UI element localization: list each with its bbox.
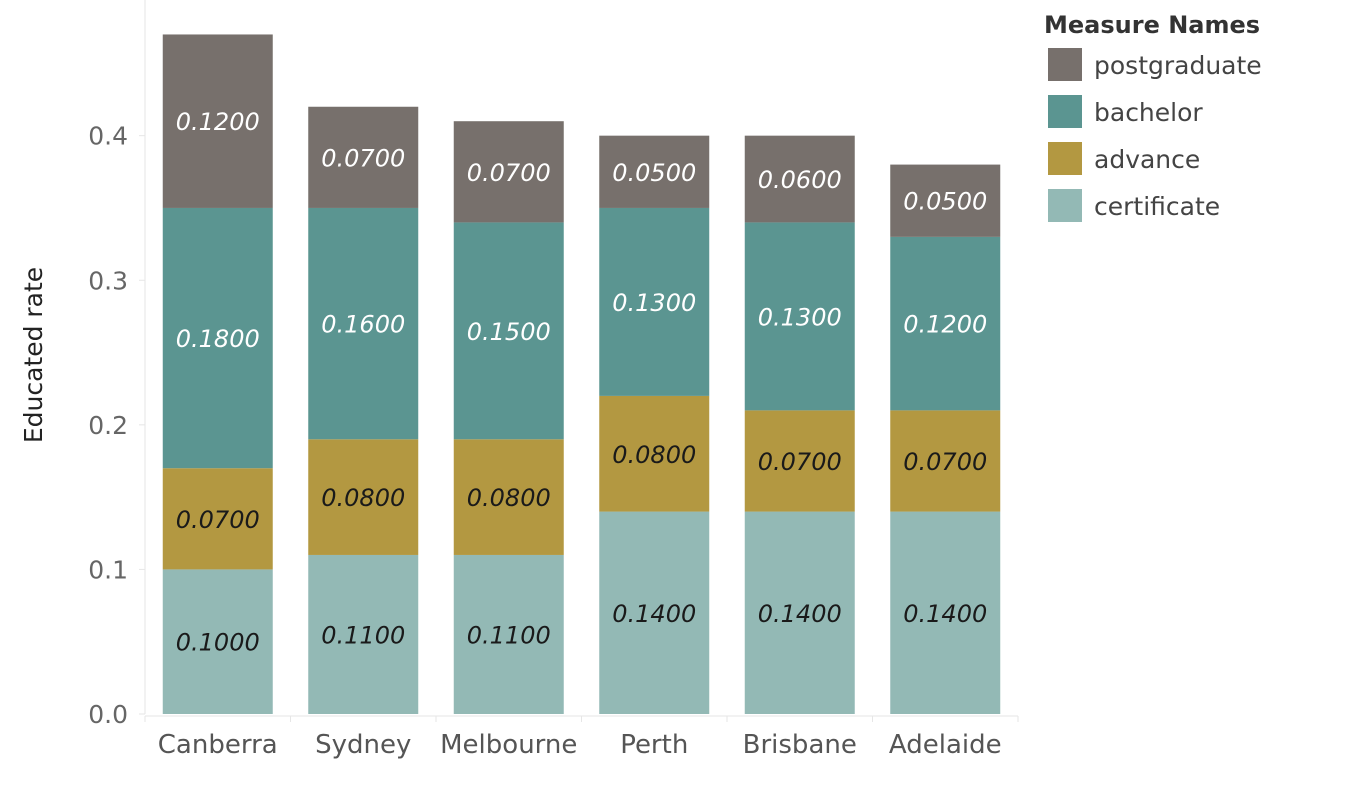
data-label-certificate: 0.1100 — [321, 621, 405, 649]
legend-swatch-certificate — [1048, 189, 1082, 222]
bar-segment-certificate — [453, 554, 564, 714]
bar-segment-certificate — [599, 511, 710, 714]
category-labels-group: Canberra Sydney Melbourne Perth Brisbane Adel… — [158, 730, 1002, 760]
data-label-bachelor: 0.1300 — [612, 289, 696, 317]
data-label-postgraduate: 0.0700 — [467, 159, 551, 187]
bar-segment-postgraduate — [453, 121, 564, 223]
data-label-bachelor: 0.1500 — [467, 318, 551, 346]
y-axis-title: Educated rate — [19, 267, 48, 443]
data-label-certificate: 0.1400 — [758, 600, 842, 628]
bar-segment-advance — [890, 410, 1001, 512]
bar-segment-advance — [162, 468, 273, 570]
data-label-certificate: 0.1400 — [612, 600, 696, 628]
data-label-postgraduate: 0.0500 — [903, 188, 987, 216]
y-tick-labels-group: 0.0 0.1 0.2 0.3 0.4 — [88, 122, 128, 729]
legend-label-certificate: certificate — [1094, 192, 1220, 221]
legend-swatch-bachelor — [1048, 95, 1082, 128]
y-tick-label: 0.4 — [88, 122, 128, 151]
bar-segment-certificate — [890, 511, 1001, 714]
bar-segment-certificate — [162, 569, 273, 714]
data-label-advance: 0.0800 — [321, 484, 405, 512]
legend-label-bachelor: bachelor — [1094, 98, 1203, 127]
bar-segment-bachelor — [453, 222, 564, 440]
axes-group — [139, 0, 1019, 722]
legend: Measure Names postgraduate bachelor advanc… — [1044, 11, 1262, 222]
legend-swatch-postgraduate — [1048, 48, 1082, 81]
y-tick-label: 0.2 — [88, 411, 128, 440]
bar-segment-bachelor — [308, 207, 419, 440]
x-category-label: Melbourne — [440, 730, 577, 760]
bar-segment-postgraduate — [162, 34, 273, 208]
y-tick-label: 0.0 — [88, 700, 128, 729]
data-label-postgraduate: 0.0700 — [321, 144, 405, 172]
data-label-bachelor: 0.1600 — [321, 311, 405, 339]
bar-segment-postgraduate — [599, 135, 710, 208]
bar-segment-bachelor — [744, 222, 855, 411]
data-label-advance: 0.0800 — [467, 484, 551, 512]
x-category-label: Perth — [620, 730, 688, 760]
x-category-label: Canberra — [158, 730, 278, 760]
bar-segment-postgraduate — [308, 106, 419, 208]
bar-segment-certificate — [308, 554, 419, 714]
legend-label-postgraduate: postgraduate — [1094, 51, 1262, 80]
y-tick-label: 0.3 — [88, 266, 128, 295]
data-label-postgraduate: 0.0600 — [758, 166, 842, 194]
bars-group — [162, 34, 1001, 714]
legend-label-advance: advance — [1094, 145, 1200, 174]
segment-labels-group: 0.1000 0.0700 0.1800 0.1200 0.1100 0.0800 0.16… — [176, 108, 987, 657]
x-category-label: Adelaide — [889, 730, 1002, 760]
x-category-label: Brisbane — [743, 730, 857, 760]
bar-segment-advance — [453, 439, 564, 555]
data-label-advance: 0.0800 — [612, 441, 696, 469]
data-label-postgraduate: 0.1200 — [176, 108, 260, 136]
y-tick-label: 0.1 — [88, 555, 128, 584]
data-label-bachelor: 0.1800 — [176, 325, 260, 353]
x-category-label: Sydney — [315, 730, 411, 760]
legend-title: Measure Names — [1044, 11, 1260, 39]
data-label-advance: 0.0700 — [176, 506, 260, 534]
bar-segment-bachelor — [599, 207, 710, 396]
data-label-certificate: 0.1100 — [467, 621, 551, 649]
bar-segment-advance — [744, 410, 855, 512]
bar-segment-postgraduate — [744, 135, 855, 223]
data-label-advance: 0.0700 — [903, 448, 987, 476]
data-label-certificate: 0.1000 — [176, 629, 260, 657]
bar-segment-bachelor — [162, 207, 273, 469]
data-label-postgraduate: 0.0500 — [612, 159, 696, 187]
data-label-advance: 0.0700 — [758, 448, 842, 476]
bar-segment-postgraduate — [890, 164, 1001, 237]
bar-segment-bachelor — [890, 236, 1001, 411]
bar-segment-advance — [599, 395, 710, 512]
bar-segment-advance — [308, 439, 419, 555]
legend-items: postgraduate bachelor advance certificate — [1048, 48, 1262, 222]
legend-swatch-advance — [1048, 142, 1082, 175]
bar-segment-certificate — [744, 511, 855, 714]
data-label-certificate: 0.1400 — [903, 600, 987, 628]
data-label-bachelor: 0.1300 — [758, 303, 842, 331]
data-label-bachelor: 0.1200 — [903, 311, 987, 339]
